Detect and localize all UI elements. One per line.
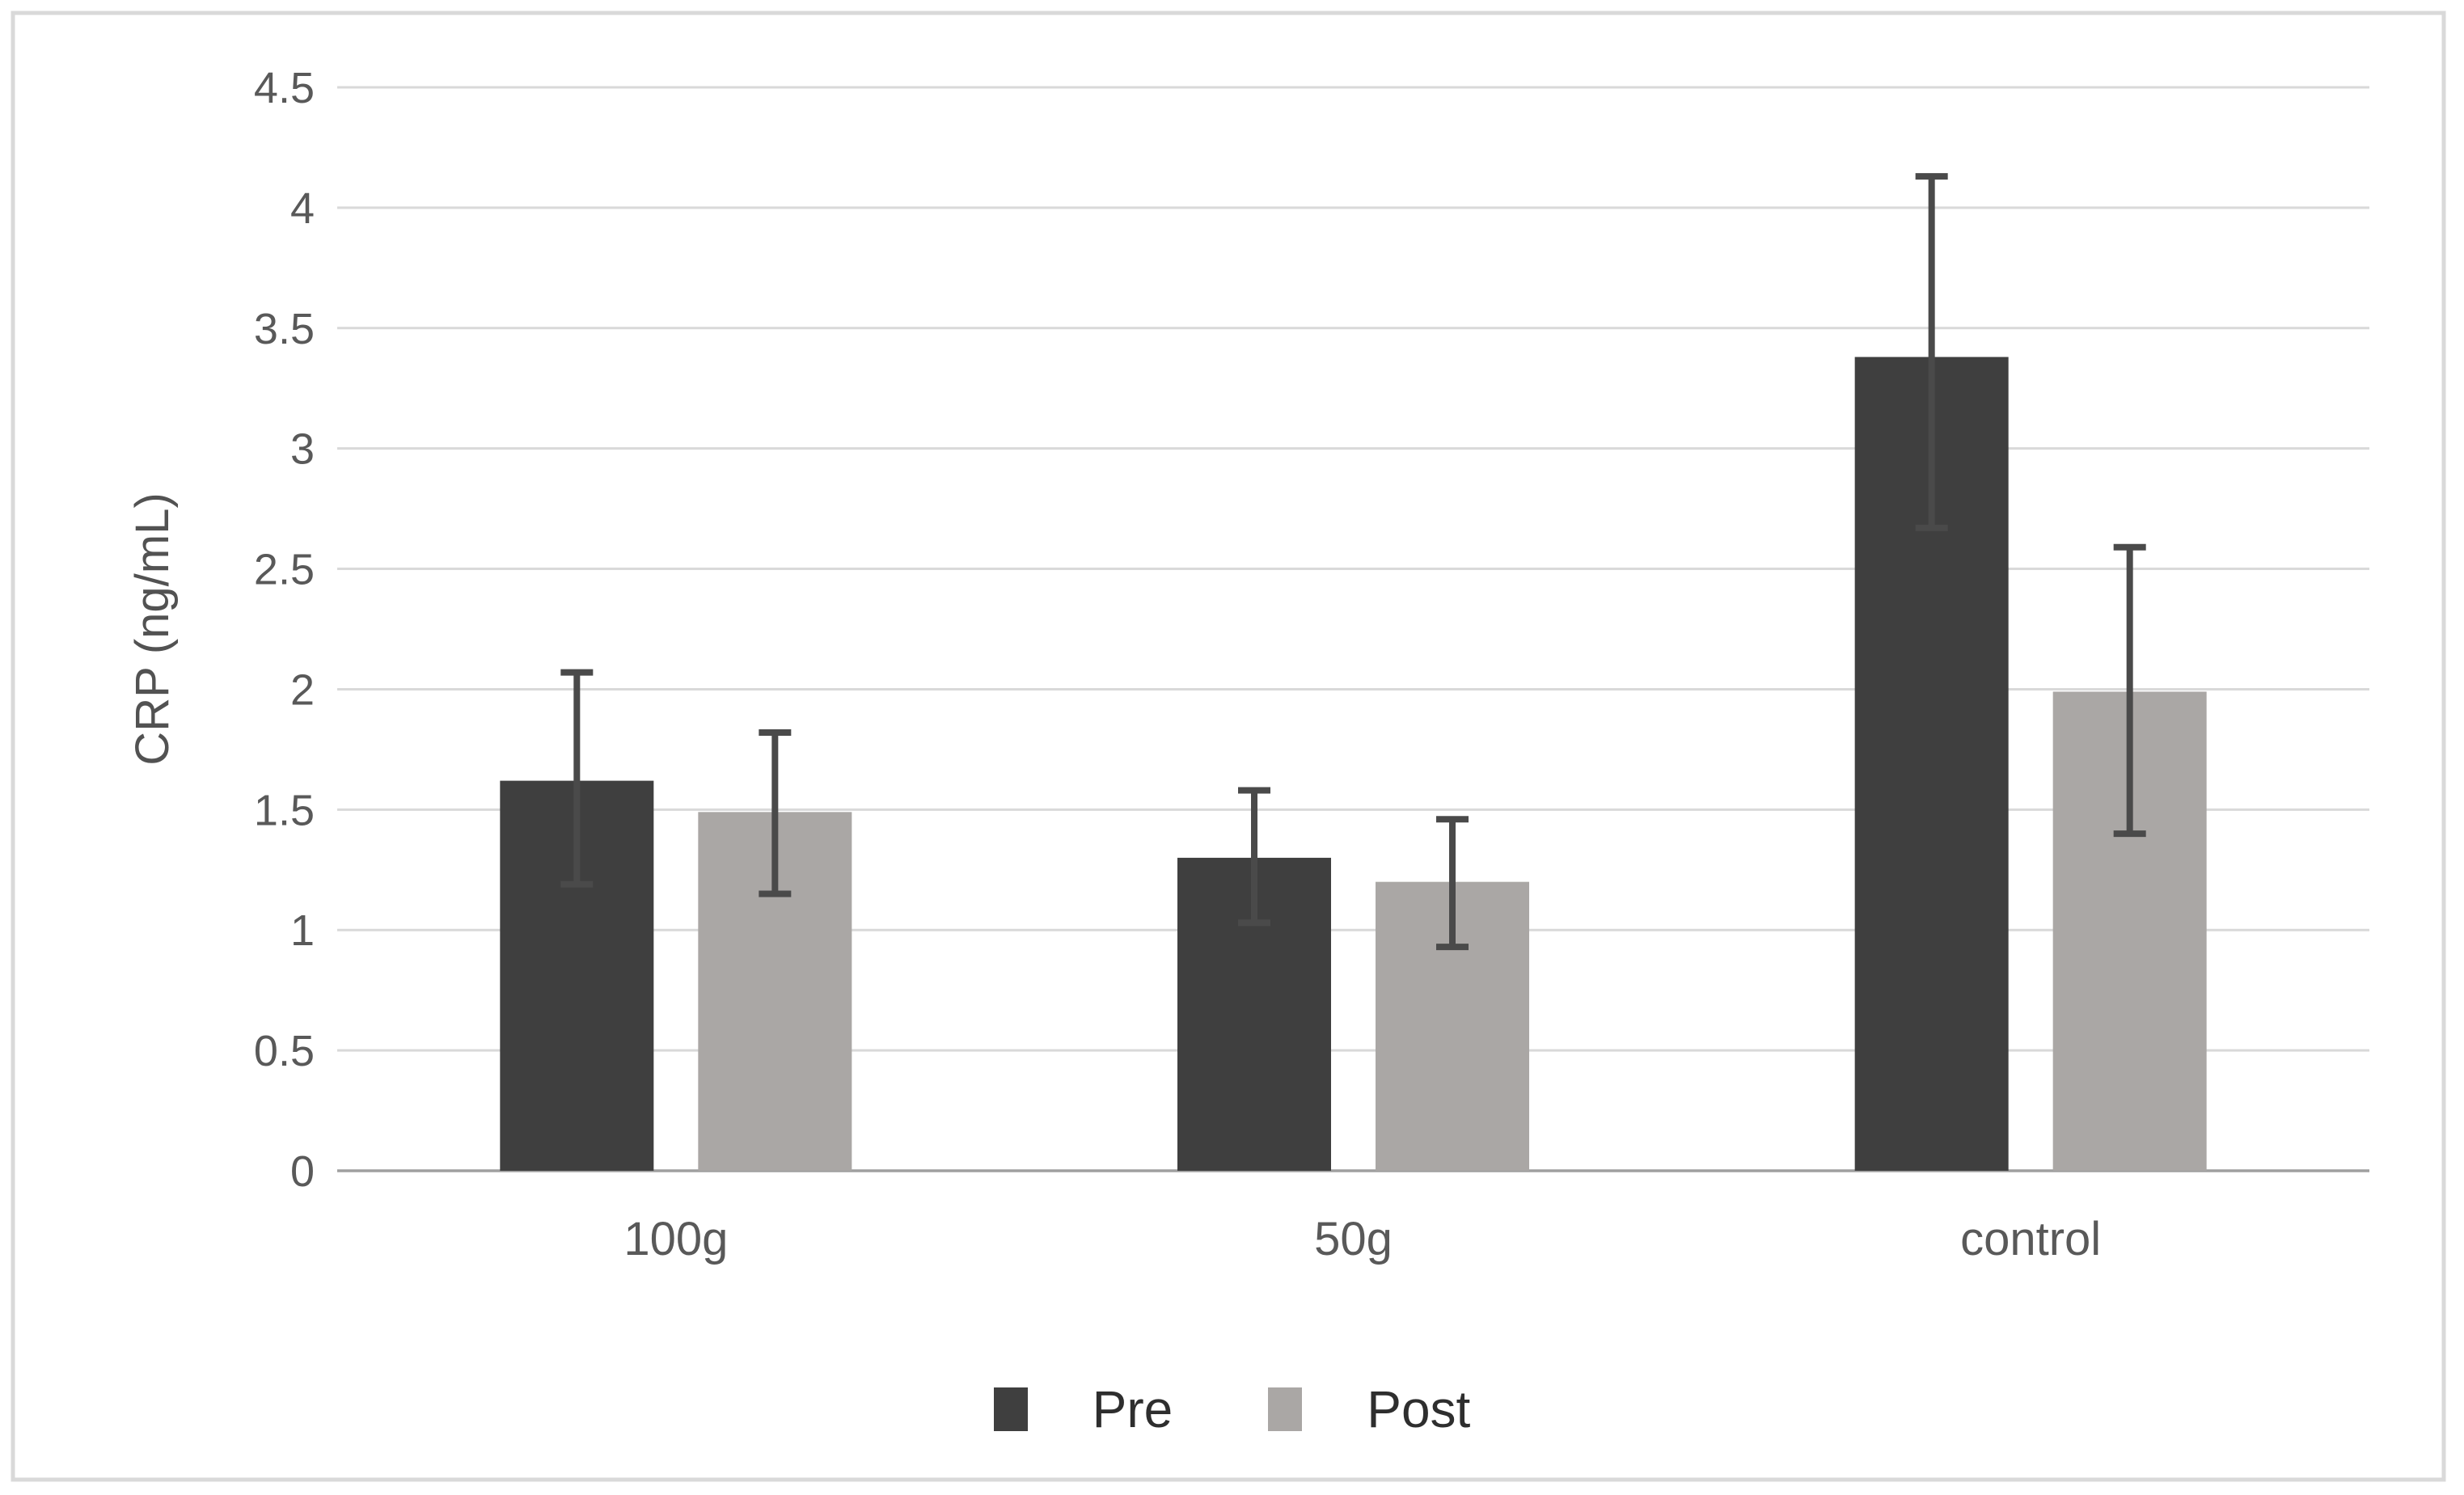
y-tick-label-4: 4 (290, 184, 315, 233)
y-tick-label-2.5: 2.5 (254, 546, 315, 594)
outer-border (11, 11, 2446, 1482)
x-axis-label-control: control (1960, 1213, 2101, 1265)
y-tick-label-0: 0 (290, 1147, 315, 1196)
legend-label-post: Post (1367, 1380, 1471, 1438)
x-axis-label-50g: 50g (1314, 1213, 1393, 1265)
y-tick-label-3: 3 (290, 425, 315, 474)
legend-item-pre: Pre (993, 1380, 1173, 1438)
legend-item-post: Post (1268, 1383, 1470, 1435)
legend-swatch-post-icon (1268, 1387, 1303, 1431)
y-tick-label-2: 2 (290, 665, 315, 714)
y-axis-title: CRP (ng/mL) (126, 492, 179, 765)
legend-swatch-pre-icon (993, 1387, 1028, 1431)
y-tick-label-3.5: 3.5 (254, 305, 315, 353)
y-tick-label-1: 1 (290, 906, 315, 955)
legend-label-pre: Pre (1092, 1380, 1173, 1438)
x-axis-label-100g: 100g (623, 1213, 728, 1265)
y-tick-label-0.5: 0.5 (254, 1027, 315, 1075)
chart-legend: Pre Post (0, 1365, 2464, 1454)
y-tick-label-4.5: 4.5 (254, 64, 315, 112)
y-tick-label-1.5: 1.5 (254, 786, 315, 834)
